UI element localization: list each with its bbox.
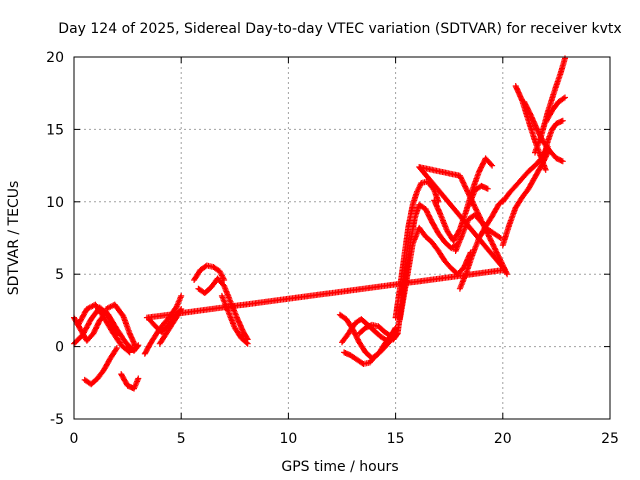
- y-axis-label: SDTVAR / TECUs: [6, 181, 22, 296]
- x-tick-label: 10: [279, 431, 297, 447]
- x-tick-label: 0: [70, 431, 79, 447]
- plus-markers: [71, 55, 568, 392]
- y-tick-label: 10: [46, 195, 64, 211]
- y-tick-label: 15: [46, 122, 64, 138]
- plot-frame: [73, 56, 611, 420]
- x-tick-label: 15: [387, 431, 405, 447]
- y-tick-label: -5: [50, 412, 64, 428]
- chart-title: Day 124 of 2025, Sidereal Day-to-day VTE…: [58, 21, 621, 37]
- y-tick-label: 20: [46, 50, 64, 66]
- x-tick-label: 25: [601, 431, 619, 447]
- x-axis-label: GPS time / hours: [281, 459, 398, 475]
- data-markers: [71, 55, 568, 392]
- x-tick-label: 20: [494, 431, 512, 447]
- axis-ticks: 0 5 10 15 20 25 -5 0 5 10 15 20: [46, 50, 619, 447]
- y-tick-label: 5: [55, 267, 64, 283]
- x-tick-label: 5: [177, 431, 186, 447]
- y-tick-label: 0: [55, 340, 64, 356]
